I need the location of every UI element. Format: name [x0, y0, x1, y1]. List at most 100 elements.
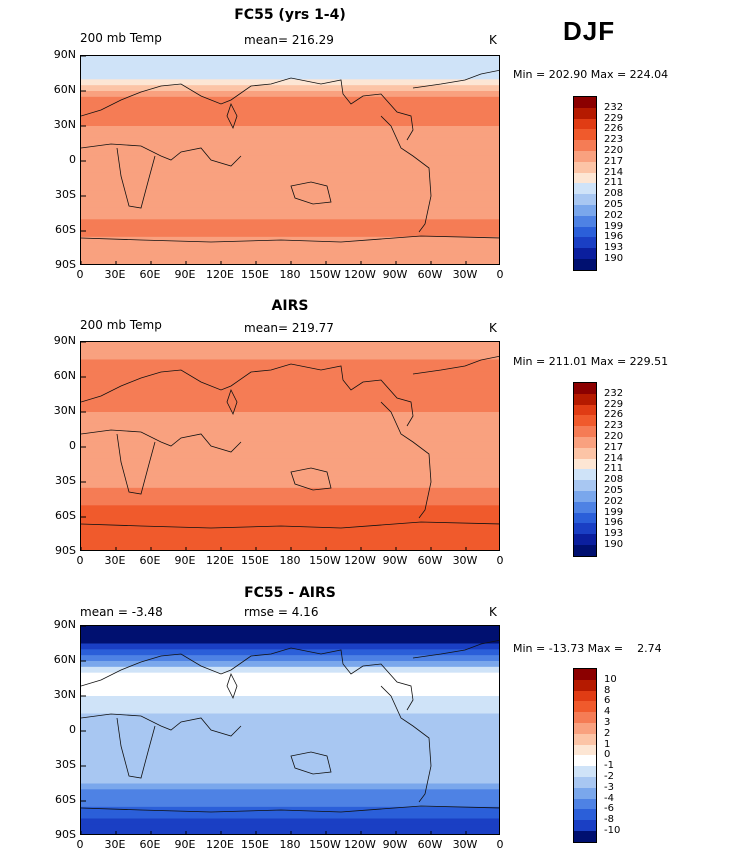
map-plot-area: [81, 56, 499, 264]
temperature-band: [81, 505, 499, 512]
temperature-band: [81, 231, 499, 238]
colorbar-segment: [574, 447, 596, 459]
panel-1-variable: 200 mb Temp: [80, 31, 162, 45]
lon-tick-label: 120W: [344, 554, 376, 567]
panel-1-title: FC55 (yrs 1-4): [234, 7, 346, 23]
colorbar-label: 220: [604, 431, 624, 442]
temperature-band: [81, 487, 499, 495]
temperature-band: [81, 534, 499, 541]
lon-tick-label: 30W: [452, 554, 478, 567]
lon-tick-label: 30W: [452, 838, 478, 851]
colorbar-segment: [574, 755, 596, 767]
colorbar-label: 6: [604, 695, 611, 707]
temperature-band: [81, 458, 499, 466]
season-label: DJF: [563, 16, 616, 46]
temperature-band: [81, 783, 499, 790]
panel-3-map: [80, 625, 500, 835]
temperature-band: [81, 85, 499, 92]
temperature-band: [81, 528, 499, 536]
lon-tick-label: 30E: [104, 268, 126, 281]
colorbar-segment: [574, 534, 596, 545]
colorbar-label: 199: [604, 220, 624, 232]
colorbar-segment: [574, 669, 596, 680]
coastline: [81, 647, 414, 711]
lat-tick-label: 30S: [55, 474, 76, 487]
temperature-band: [81, 388, 499, 396]
coastline: [81, 235, 499, 243]
temperature-band: [81, 225, 499, 232]
colorbar-label: -1: [604, 760, 614, 772]
lon-tick-label: 150W: [309, 838, 341, 851]
lat-tick-label: 0: [69, 153, 76, 166]
temperature-band: [81, 493, 499, 501]
panel-3-minmax: Min = -13.73 Max = 2.74: [513, 642, 662, 655]
colorbar-segment: [574, 544, 596, 556]
colorbar-segment: [574, 393, 596, 405]
colorbar-label: 226: [604, 409, 624, 421]
colorbar-label: 0: [604, 749, 611, 761]
colorbar-segment: [574, 787, 596, 799]
panel-3-colorbar: [573, 668, 597, 843]
lon-tick-label: 60E: [139, 838, 161, 851]
temperature-band: [81, 102, 499, 110]
temperature-band: [81, 540, 499, 547]
colorbar-segment: [574, 426, 596, 437]
colorbar-label: 208: [604, 188, 624, 200]
temperature-band: [81, 748, 499, 755]
coastline: [81, 521, 499, 529]
temperature-band: [81, 412, 499, 419]
lat-tick-label: 30S: [55, 188, 76, 201]
temperature-band: [81, 365, 499, 372]
temperature-band: [81, 789, 499, 796]
colorbar-label: 232: [604, 387, 624, 399]
coastline: [116, 717, 156, 779]
map-plot-area: [81, 626, 499, 834]
panel-3-units: K: [489, 605, 497, 619]
colorbar-label: 226: [604, 123, 624, 135]
temperature-band: [81, 701, 499, 709]
temperature-band: [81, 342, 499, 349]
temperature-band: [81, 725, 499, 732]
coastline: [412, 355, 499, 375]
temperature-band: [81, 760, 499, 767]
colorbar-segment: [574, 172, 596, 184]
colorbar-label: 202: [604, 495, 624, 507]
temperature-band: [81, 417, 499, 425]
temperature-band: [81, 172, 499, 180]
temperature-band: [81, 452, 499, 460]
temperature-band: [81, 371, 499, 378]
temperature-band: [81, 511, 499, 518]
lon-tick-label: 90W: [382, 268, 408, 281]
colorbar-label: -4: [604, 792, 614, 804]
panel-2-mean: mean= 219.77: [244, 321, 334, 335]
colorbar-segment: [574, 183, 596, 195]
panel-1-minmax: Min = 202.90 Max = 224.04: [513, 68, 669, 81]
lat-tick-label: 90N: [53, 48, 76, 61]
temperature-band: [81, 470, 499, 477]
colorbar-label: -10: [604, 825, 621, 836]
temperature-band: [81, 166, 499, 174]
lon-tick-label: 120E: [206, 268, 234, 281]
colorbar-label: 1: [604, 738, 611, 750]
temperature-band: [81, 56, 499, 63]
temperature-band: [81, 254, 499, 261]
lon-tick-label: 180: [279, 554, 301, 567]
temperature-band: [81, 190, 499, 197]
colorbar-segment: [574, 140, 596, 151]
panel-3-title: FC55 - AIRS: [244, 585, 336, 601]
temperature-band: [81, 631, 499, 639]
colorbar-segment: [574, 248, 596, 259]
temperature-band: [81, 476, 499, 483]
temperature-band: [81, 742, 499, 750]
temperature-band: [81, 824, 499, 831]
temperature-band: [81, 91, 499, 98]
colorbar-segment: [574, 161, 596, 173]
panel-1-map: [80, 55, 500, 265]
temperature-band: [81, 359, 499, 366]
temperature-band: [81, 178, 499, 185]
colorbar-segment: [574, 501, 596, 513]
colorbar-segment: [574, 712, 596, 723]
colorbar-segment: [574, 512, 596, 524]
lon-tick-label: 180: [279, 268, 301, 281]
colorbar-segment: [574, 415, 596, 427]
